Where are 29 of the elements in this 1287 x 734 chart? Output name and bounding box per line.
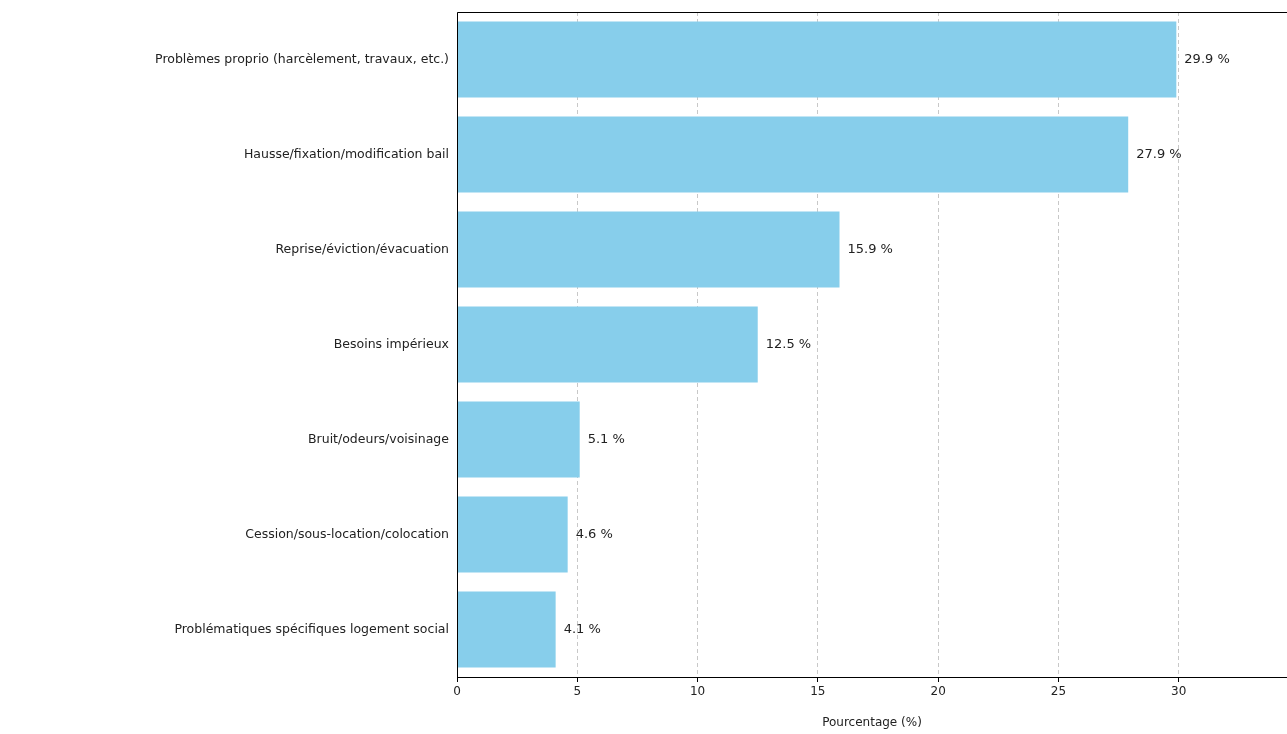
bar: [457, 401, 580, 478]
data-label: 15.9 %: [847, 240, 893, 256]
data-label: 4.6 %: [575, 525, 613, 541]
bar: [457, 21, 1177, 98]
data-label: 29.9 %: [1184, 50, 1230, 66]
data-label: 4.1 %: [563, 620, 601, 636]
y-tick-label: Besoins impérieux: [333, 335, 449, 351]
bar: [457, 211, 840, 288]
x-tick-label: 30: [1171, 684, 1187, 699]
x-tick-label: 10: [689, 684, 706, 699]
data-label: 12.5 %: [765, 335, 812, 351]
data-label: 5.1 %: [587, 430, 625, 446]
y-tick-label: Bruit/odeurs/voisinage: [308, 430, 450, 446]
bar: [457, 116, 1129, 193]
y-tick-label: Cession/sous-location/colocation: [245, 525, 449, 541]
x-tick-label: 20: [930, 684, 946, 699]
y-tick-label: Hausse/fixation/modification bail: [243, 145, 449, 161]
x-axis-title: Pourcentage (%): [822, 714, 922, 729]
bar: [457, 496, 568, 573]
bar: [457, 591, 556, 668]
x-tick-label: 25: [1050, 684, 1067, 699]
y-tick-label: Reprise/éviction/évacuation: [275, 240, 449, 256]
y-tick-label: Problèmes proprio (harcèlement, travaux, etc.): [155, 50, 449, 66]
x-tick-label: 0: [453, 684, 461, 699]
bar: [457, 306, 758, 383]
y-tick-label: Problématiques spécifiques logement social: [174, 620, 449, 636]
x-tick-label: 5: [573, 684, 582, 699]
data-label: 27.9 %: [1136, 145, 1182, 161]
x-tick-label: 15: [810, 684, 826, 699]
